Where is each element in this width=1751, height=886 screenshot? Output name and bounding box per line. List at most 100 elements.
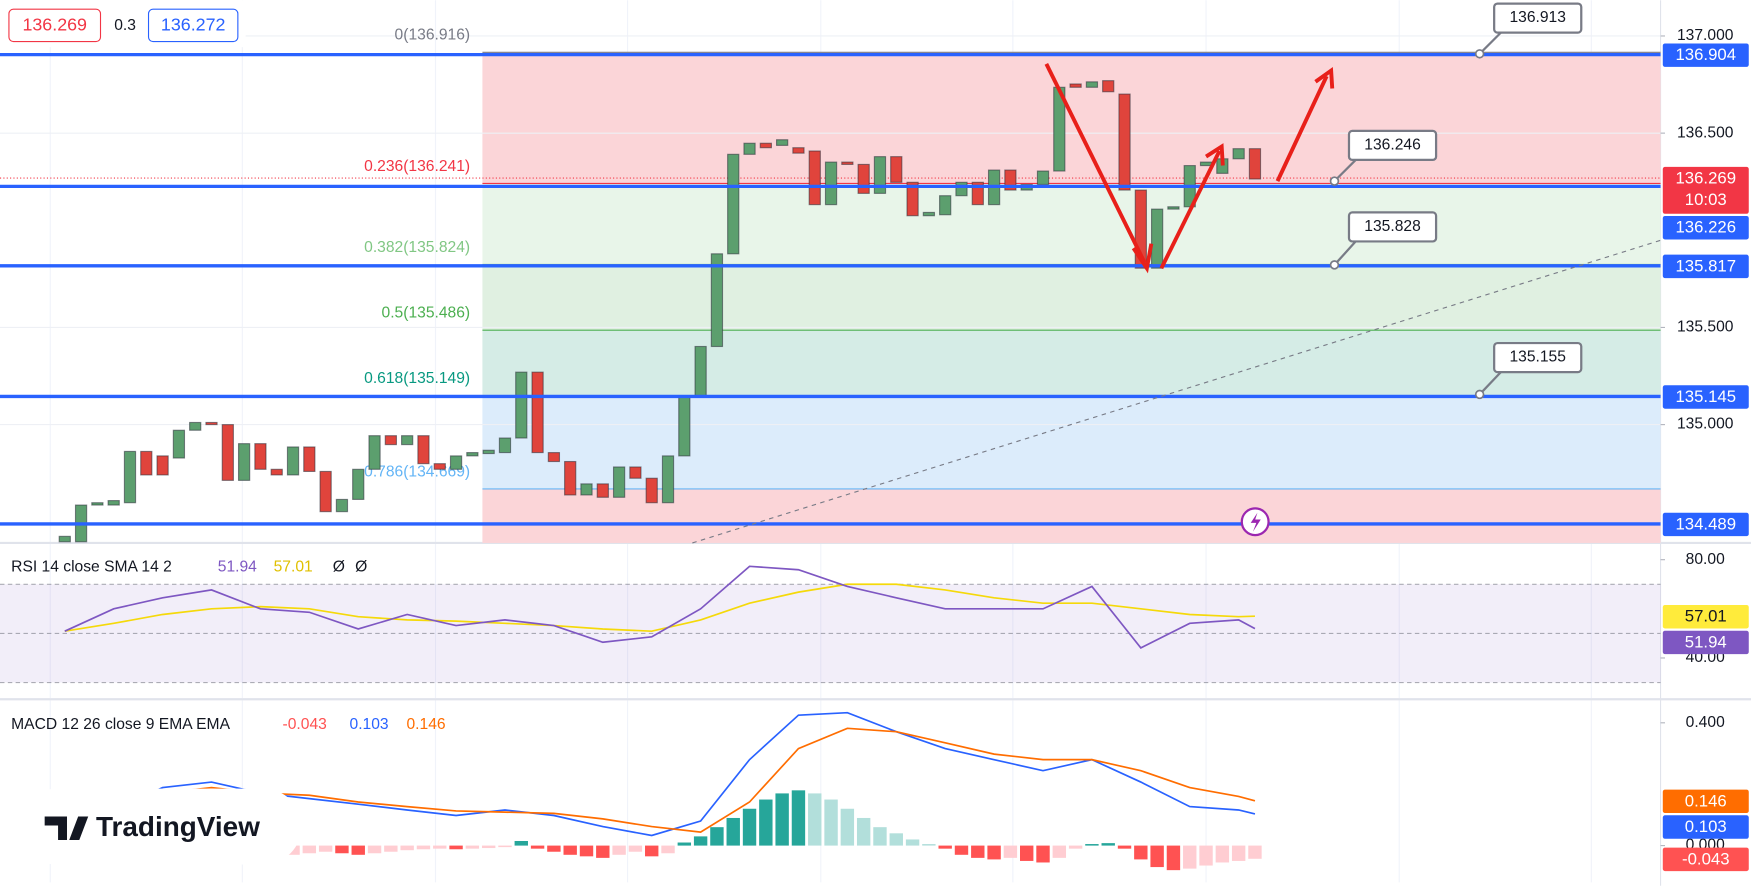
candle-body bbox=[498, 437, 512, 454]
callout-anchor bbox=[1474, 389, 1485, 400]
histogram-bar bbox=[1231, 845, 1246, 861]
histogram-bar bbox=[742, 808, 757, 846]
candle-body bbox=[58, 535, 71, 543]
fib-band bbox=[482, 488, 1661, 543]
candle-body bbox=[1102, 80, 1115, 93]
histogram-bar bbox=[498, 845, 512, 848]
histogram-bar bbox=[808, 793, 822, 846]
price-tag bbox=[1662, 166, 1749, 214]
callout-leader bbox=[1333, 159, 1357, 182]
alert-icon[interactable] bbox=[1240, 507, 1270, 537]
candle-body bbox=[466, 452, 479, 457]
y-tick-label: 135.500 bbox=[1677, 319, 1734, 336]
pane-title: MACD 12 26 close 9 EMA EMA bbox=[11, 716, 230, 733]
price-tag bbox=[1662, 605, 1749, 629]
candle-body bbox=[645, 477, 658, 504]
y-tick-label: 0.400 bbox=[1686, 714, 1725, 731]
callout-anchor bbox=[1329, 260, 1340, 270]
histogram-bar bbox=[1134, 845, 1148, 860]
candle-body bbox=[564, 460, 577, 496]
candle-body bbox=[237, 443, 251, 481]
candle-body bbox=[710, 253, 724, 348]
ask-button[interactable] bbox=[147, 8, 239, 43]
spread: 0.3 bbox=[114, 17, 136, 34]
candle-body bbox=[1004, 169, 1017, 191]
candle-body bbox=[156, 455, 169, 476]
price-tag-label: 0.103 bbox=[1685, 817, 1727, 836]
callout-leader bbox=[1478, 371, 1502, 396]
histogram-bar bbox=[351, 845, 365, 855]
price-tag-label: 136.226 bbox=[1675, 218, 1736, 237]
candle-body bbox=[352, 468, 365, 500]
histogram-bar bbox=[579, 845, 594, 857]
price-tag-label: 0.146 bbox=[1685, 791, 1727, 810]
arrows bbox=[1044, 63, 1335, 274]
bid-button[interactable] bbox=[8, 8, 102, 43]
candle-body bbox=[792, 147, 805, 154]
arrow bbox=[1044, 63, 1147, 264]
candle-body bbox=[107, 500, 120, 506]
candle-body bbox=[303, 446, 316, 472]
legend-value: 0.146 bbox=[406, 716, 445, 733]
candle-body bbox=[1232, 148, 1245, 160]
histogram-bar bbox=[1183, 845, 1197, 869]
histogram-bar bbox=[1150, 845, 1164, 868]
callout-label: 136.246 bbox=[1364, 137, 1420, 154]
arrow-head bbox=[1204, 143, 1225, 166]
candle-body bbox=[890, 156, 903, 183]
histogram-bar bbox=[318, 845, 333, 852]
legend-value: 0.103 bbox=[350, 716, 389, 733]
candle-body bbox=[743, 142, 756, 155]
candle-body bbox=[971, 181, 984, 206]
candle-body bbox=[678, 396, 691, 457]
legend-value: -0.043 bbox=[283, 716, 327, 733]
y-tick-label: 136.500 bbox=[1677, 124, 1734, 141]
histogram-bar bbox=[302, 845, 317, 854]
candle-body bbox=[401, 435, 414, 446]
logo-text: TradingView bbox=[96, 811, 260, 842]
fib-label: 0.5(135.486) bbox=[382, 305, 471, 322]
histogram-bar bbox=[824, 799, 838, 846]
candle-body bbox=[612, 466, 626, 498]
arrow bbox=[1159, 150, 1222, 270]
candle-body bbox=[91, 502, 104, 506]
price-tag bbox=[1662, 385, 1749, 409]
histogram-bar bbox=[775, 793, 789, 846]
legend-value: 57.01 bbox=[274, 559, 313, 576]
candle-body bbox=[384, 435, 397, 446]
callout-leader bbox=[1478, 31, 1502, 55]
candle-body bbox=[1036, 170, 1050, 185]
legend-extra: Ø bbox=[355, 559, 367, 576]
candle-body bbox=[1167, 206, 1180, 210]
arrow-head bbox=[1131, 243, 1154, 274]
histogram-bar bbox=[954, 845, 969, 855]
legend-value: 51.94 bbox=[218, 559, 257, 576]
fib-label: 0(136.916) bbox=[395, 27, 471, 44]
histogram-bar bbox=[563, 845, 577, 855]
candle-body bbox=[1118, 93, 1131, 191]
candle-body bbox=[531, 371, 544, 454]
candle-body bbox=[824, 161, 838, 206]
histogram-bar bbox=[1101, 843, 1115, 846]
price-tag bbox=[1662, 815, 1749, 839]
ask-price: 136.272 bbox=[161, 15, 226, 35]
logo-bg bbox=[18, 788, 302, 865]
histogram-bar bbox=[384, 845, 398, 852]
histogram-bar bbox=[1003, 845, 1018, 858]
price-tag bbox=[1662, 215, 1749, 240]
candle-body bbox=[319, 470, 332, 513]
price-tag bbox=[1662, 254, 1749, 279]
price-tag bbox=[1662, 847, 1749, 872]
histogram-bar bbox=[1199, 845, 1213, 866]
histogram-bar bbox=[465, 845, 480, 849]
histogram-bar bbox=[759, 799, 773, 846]
fib-band bbox=[482, 330, 1661, 396]
candle-body bbox=[335, 498, 349, 513]
histogram-bar bbox=[938, 845, 952, 849]
candle-body bbox=[841, 161, 854, 165]
candle-body bbox=[939, 195, 952, 216]
histogram-bar bbox=[1248, 845, 1262, 859]
price-tag bbox=[1662, 43, 1749, 67]
candle-body bbox=[759, 142, 772, 149]
